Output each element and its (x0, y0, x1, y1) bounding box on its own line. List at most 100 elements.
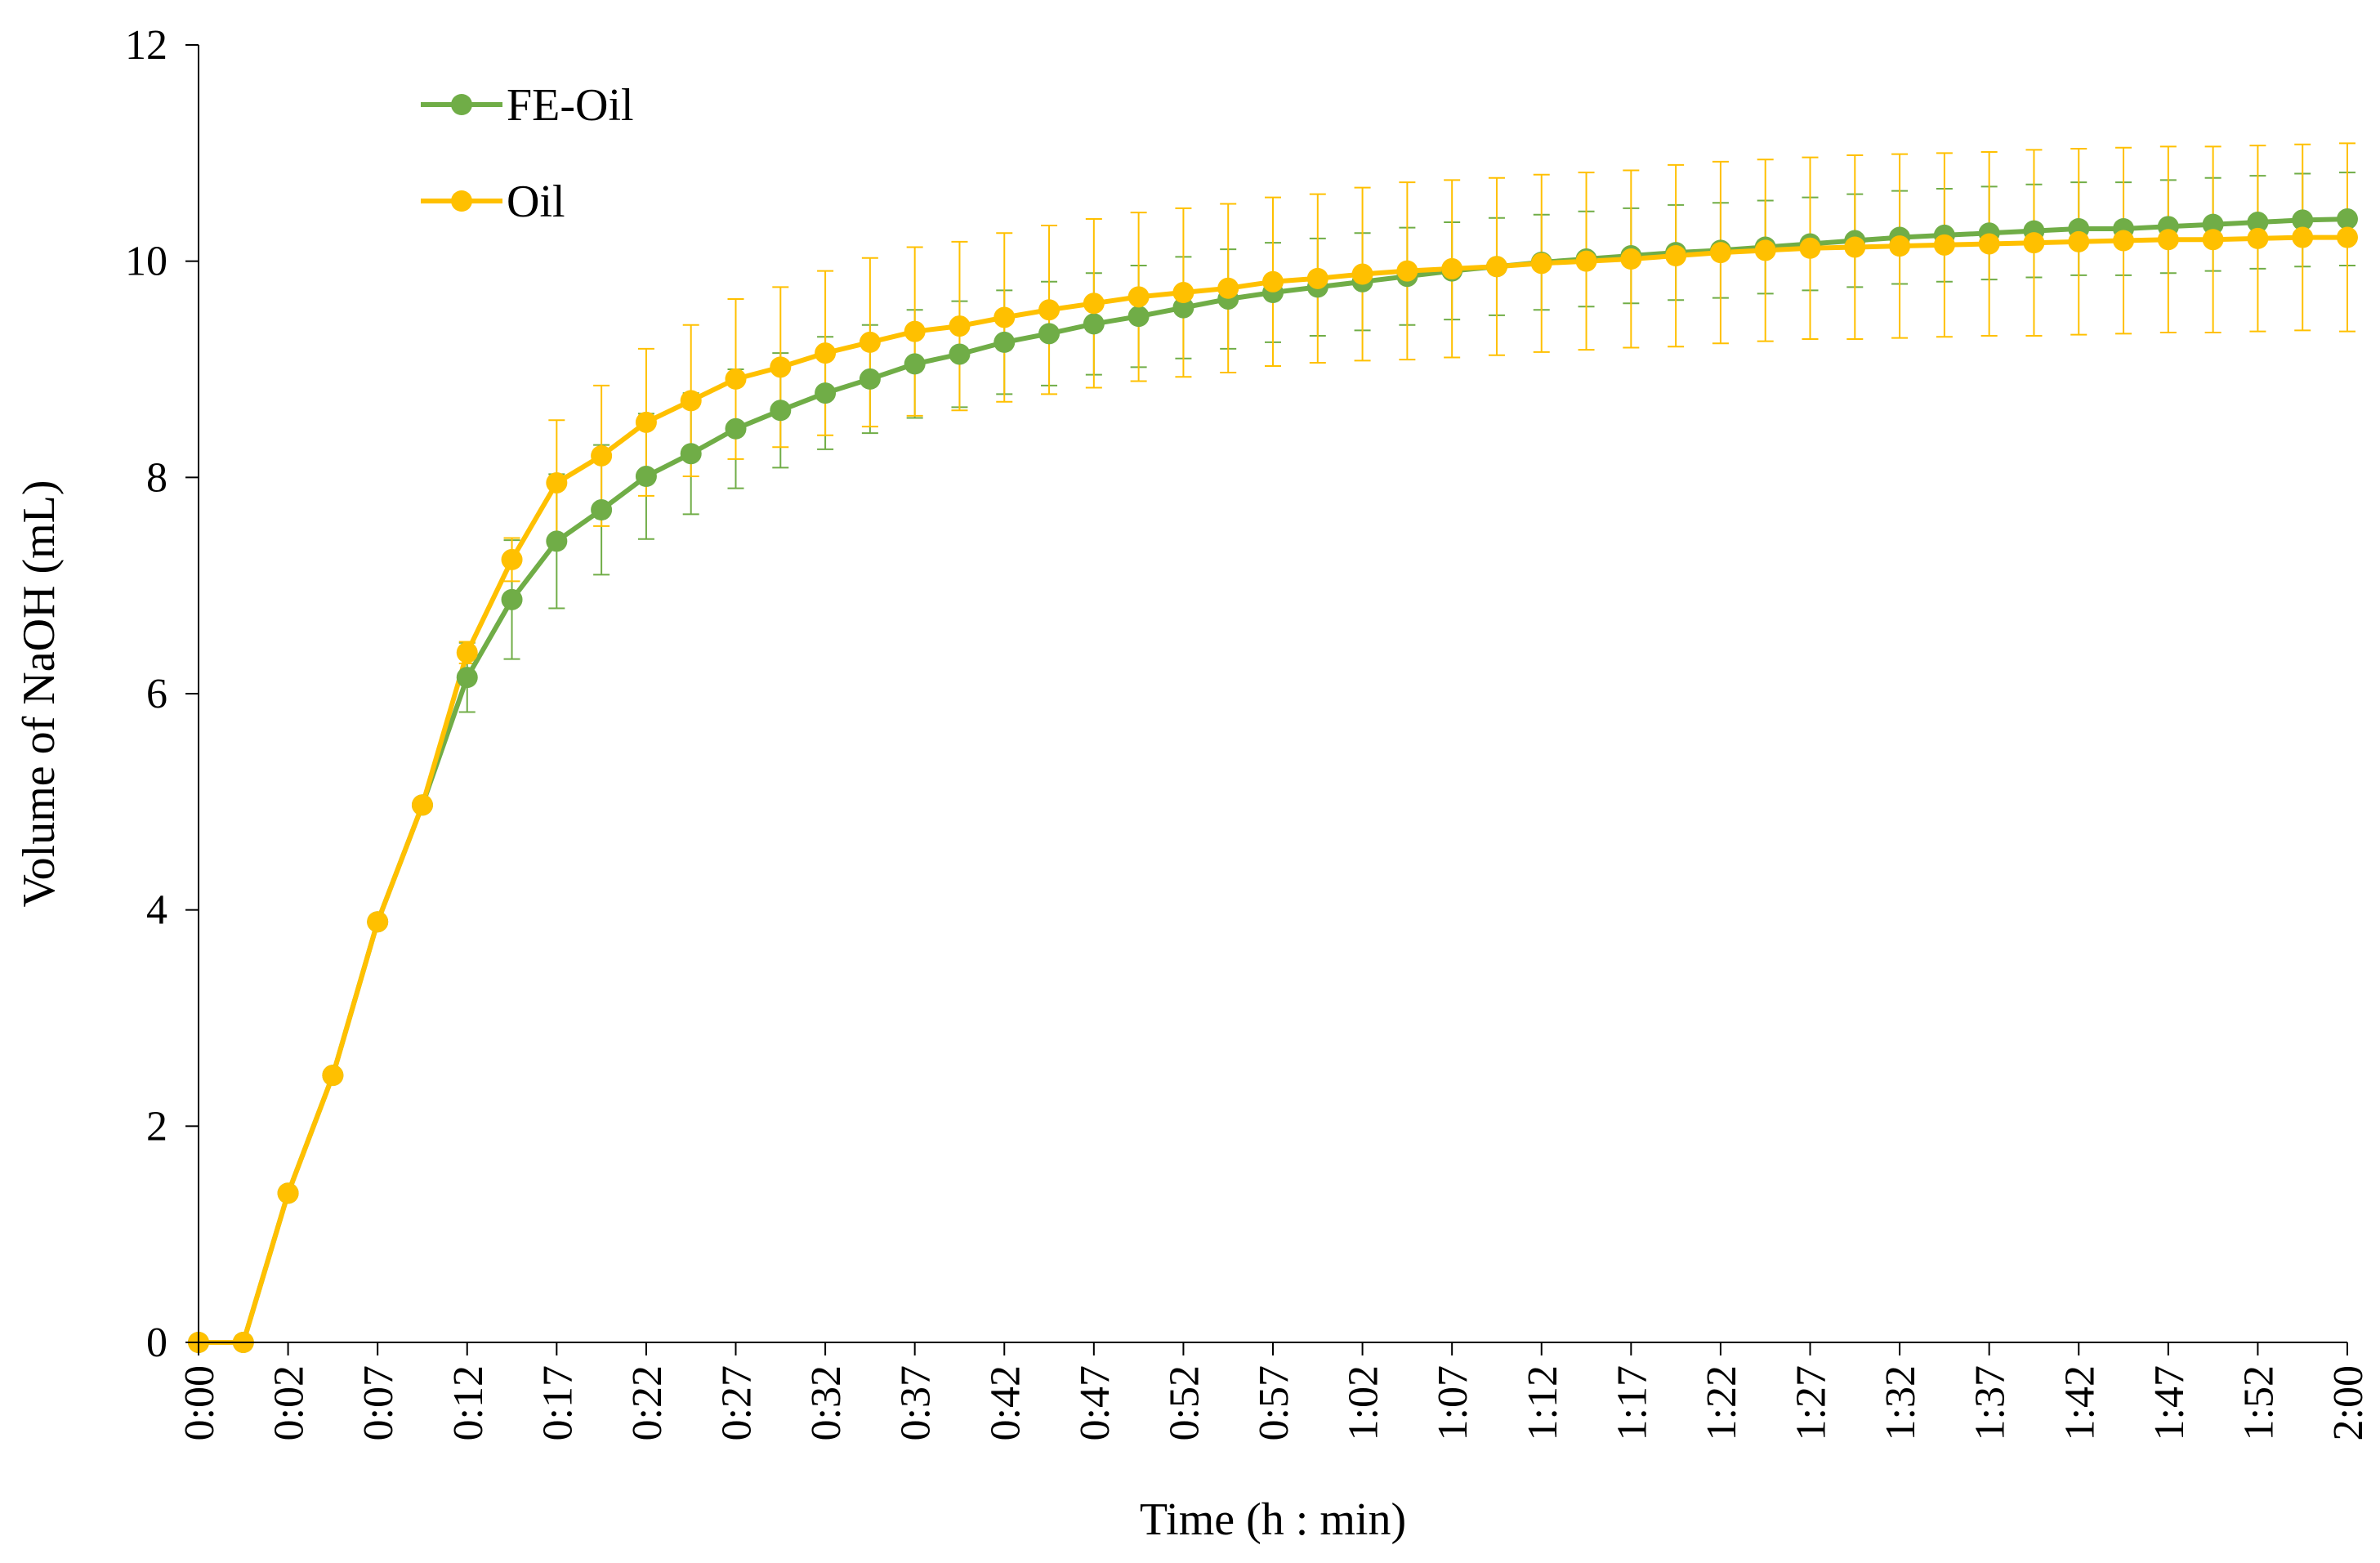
fe-oil-point (501, 588, 523, 610)
fe-oil-point (815, 382, 837, 404)
x-tick-label: 0:52 (1161, 1365, 1208, 1440)
oil-point (1530, 252, 1552, 275)
oil-point (1127, 286, 1150, 308)
oil-point (2023, 232, 2045, 254)
y-tick-label: 4 (146, 887, 167, 934)
x-tick-label: 0:12 (445, 1365, 492, 1440)
oil-point (770, 356, 792, 378)
oil-point (635, 411, 657, 433)
y-tick-label: 2 (146, 1103, 167, 1150)
oil-point (277, 1182, 299, 1204)
oil-point (1217, 277, 1239, 299)
x-tick-label: 1:42 (2056, 1365, 2103, 1440)
x-axis-title: Time (h : min) (1140, 1494, 1406, 1545)
oil-series-line (199, 234, 2347, 1345)
x-tick-label: 0:00 (176, 1365, 223, 1440)
x-tick-label: 1:47 (2146, 1365, 2193, 1440)
fe-oil-point (546, 530, 568, 552)
x-tick-label: 0:02 (266, 1365, 313, 1440)
oil-point (456, 641, 478, 663)
x-tick-label: 1:37 (1967, 1365, 2014, 1440)
x-tick-label: 0:22 (624, 1365, 671, 1440)
oil-point (859, 331, 881, 353)
x-tick-label: 1:52 (2235, 1365, 2282, 1440)
x-tick-label: 0:57 (1251, 1365, 1297, 1440)
oil-point (367, 911, 389, 933)
fe-oil-point (2202, 213, 2224, 235)
oil-point (322, 1065, 344, 1087)
fe-oil-point (725, 418, 747, 440)
oil-point (1351, 263, 1373, 285)
oil-point (411, 794, 433, 816)
oil-point (994, 306, 1016, 328)
oil-point (1709, 242, 1731, 264)
oil-point (2068, 230, 2090, 252)
legend-oil-label: Oil (507, 176, 565, 227)
oil-point (1441, 257, 1463, 279)
x-tick-label: 1:27 (1788, 1365, 1835, 1440)
legend-fe-oil-marker (451, 94, 472, 115)
fe-oil-point (2247, 212, 2269, 234)
fe-oil-series-line (199, 217, 2348, 1345)
y-tick-label: 0 (146, 1320, 167, 1366)
oil-point (1262, 270, 1284, 293)
fe-oil-point (591, 499, 613, 521)
x-tick-label: 2:00 (2325, 1365, 2372, 1440)
oil-point (1038, 299, 1061, 321)
oil-point (2247, 227, 2269, 249)
oil-point (680, 390, 702, 412)
y-tick-label: 10 (125, 239, 167, 285)
oil-point (1933, 234, 1955, 256)
oil-point (1083, 293, 1105, 315)
oil-point (501, 548, 523, 570)
x-tick-label: 1:02 (1341, 1365, 1387, 1440)
fe-oil-point (1038, 323, 1061, 345)
fe-oil-point (2292, 209, 2314, 231)
oil-point (1844, 236, 1866, 258)
oil-point (2202, 229, 2224, 251)
oil-point (904, 320, 926, 342)
x-tick-label: 1:32 (1878, 1365, 1924, 1440)
x-tick-label: 0:37 (893, 1365, 940, 1440)
legend-oil-marker (451, 190, 472, 212)
fe-oil-point (994, 331, 1016, 353)
oil-point (2157, 229, 2179, 251)
oil-point (1485, 256, 1507, 278)
y-tick-label: 12 (125, 22, 167, 69)
oil-point (815, 342, 837, 364)
fe-oil-point (1083, 313, 1105, 335)
legend: FE-Oil Oil (421, 80, 634, 227)
oil-point (2113, 230, 2135, 252)
fe-oil-point (1127, 306, 1150, 328)
x-tick-label: 0:17 (534, 1365, 581, 1440)
fe-oil-point (635, 466, 657, 488)
oil-point (1889, 235, 1911, 257)
fe-oil-point (859, 368, 881, 390)
x-tick-label: 0:07 (355, 1365, 402, 1440)
oil-point (2337, 226, 2358, 248)
oil-point (1172, 282, 1194, 304)
oil-point (2292, 226, 2314, 248)
y-axis-title: Volume of NaOH (mL) (14, 480, 65, 907)
oil-point (1665, 245, 1687, 267)
fe-oil-point (2337, 208, 2358, 230)
x-tick-label: 0:42 (982, 1365, 1029, 1440)
x-tick-label: 0:27 (714, 1365, 761, 1440)
x-tick-label: 0:32 (803, 1365, 850, 1440)
fe-oil-point (904, 353, 926, 375)
x-tick-label: 1:22 (1699, 1365, 1745, 1440)
oil-point (1978, 233, 2000, 255)
oil-point (1306, 267, 1328, 289)
x-tick-label: 1:07 (1430, 1365, 1476, 1440)
oil-point (1575, 250, 1597, 272)
x-tick-label: 1:12 (1520, 1365, 1566, 1440)
oil-point (949, 315, 971, 337)
oil-point (1620, 248, 1642, 270)
fe-oil-point (1172, 297, 1194, 319)
y-tick-label: 6 (146, 671, 167, 717)
y-tick-label: 8 (146, 454, 167, 501)
fe-oil-point (456, 667, 478, 689)
oil-point (1799, 237, 1821, 259)
oil-point (591, 444, 613, 467)
